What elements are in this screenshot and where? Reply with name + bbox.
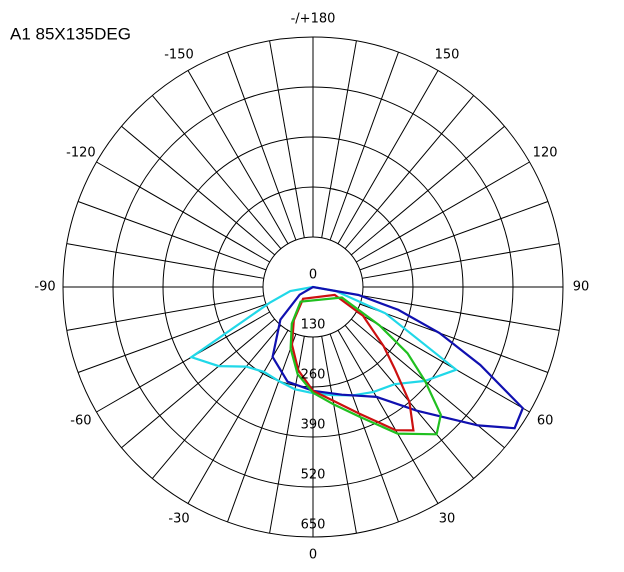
angle-tick-label: 120 [533,146,558,161]
grid-circle [212,186,414,388]
curve [271,285,525,430]
radial-tick-label: 130 [301,318,326,333]
angle-tick-label: -/+180 [291,12,336,27]
grid-circle [262,236,364,338]
grid-circle [162,136,464,438]
chart-title: A1 85X135DEG [10,24,131,43]
radial-tick-label: 390 [301,418,326,433]
angle-tick-label: -150 [164,47,194,62]
angle-tick-label: 150 [435,47,460,62]
radial-tick-label: 650 [301,518,326,533]
grid-circle [62,36,564,538]
curve [289,296,442,436]
angle-tick-label: 0 [309,548,317,563]
radial-tick-label: 0 [309,268,317,283]
radial-tick-label: 260 [301,368,326,383]
angle-tick-label: 30 [439,512,456,527]
angle-tick-label: -90 [34,280,55,295]
angle-tick-label: -60 [70,414,91,429]
curve [290,293,415,432]
radial-tick-label: 520 [301,468,326,483]
grid-circle [112,86,514,488]
angle-tick-label: 60 [537,414,554,429]
angle-tick-label: -120 [66,146,96,161]
angle-tick-label: -30 [168,512,189,527]
angle-tick-label: 90 [573,280,590,295]
